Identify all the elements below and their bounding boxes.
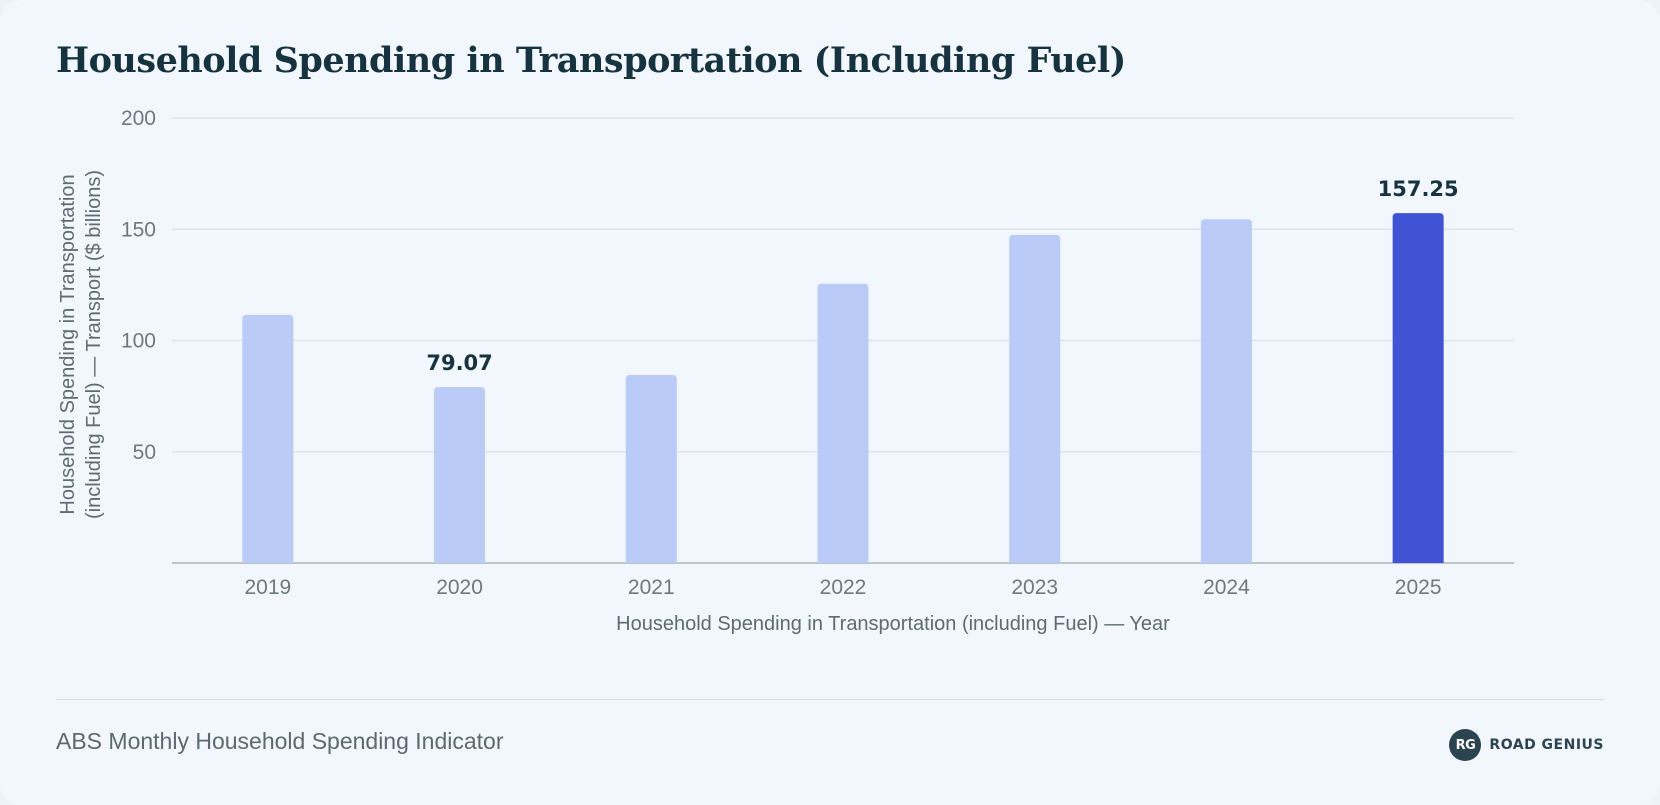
bar-2021 <box>625 374 677 563</box>
bar-2019 <box>242 314 294 563</box>
bar-2022 <box>817 283 869 563</box>
x-tick-label: 2019 <box>244 576 291 599</box>
source-note: ABS Monthly Household Spending Indicator <box>56 728 504 754</box>
chart-title: Household Spending in Transportation (In… <box>56 40 1126 81</box>
bar-2020 <box>434 387 486 563</box>
y-tick-label: 150 <box>121 218 156 241</box>
y-tick-label: 200 <box>121 107 156 130</box>
x-tick-label: 2025 <box>1395 576 1442 599</box>
x-tick-label: 2023 <box>1011 576 1058 599</box>
brand-name: ROAD GENIUS <box>1489 737 1604 753</box>
brand-logo: RG ROAD GENIUS <box>1449 728 1604 762</box>
bar-2024 <box>1200 219 1252 564</box>
y-tick-label: 100 <box>121 330 156 353</box>
data-label: 79.07 <box>426 351 492 375</box>
y-tick-label: 50 <box>133 441 156 464</box>
x-tick-label: 2022 <box>820 576 867 599</box>
bar-2023 <box>1009 234 1061 563</box>
y-axis-title-line: Household Spending in Transportation <box>57 174 79 514</box>
footer-divider <box>56 699 1604 700</box>
x-tick-label: 2024 <box>1203 576 1250 599</box>
bar-2025 <box>1392 213 1444 563</box>
data-label: 157.25 <box>1378 177 1459 201</box>
road-genius-logo-icon: RG <box>1449 729 1482 761</box>
y-axis-title-line: (including Fuel) — Transport ($ billions… <box>83 170 105 519</box>
x-tick-label: 2020 <box>436 576 483 599</box>
x-axis-title: Household Spending in Transportation (in… <box>616 613 1170 635</box>
x-tick-label: 2021 <box>628 576 675 599</box>
